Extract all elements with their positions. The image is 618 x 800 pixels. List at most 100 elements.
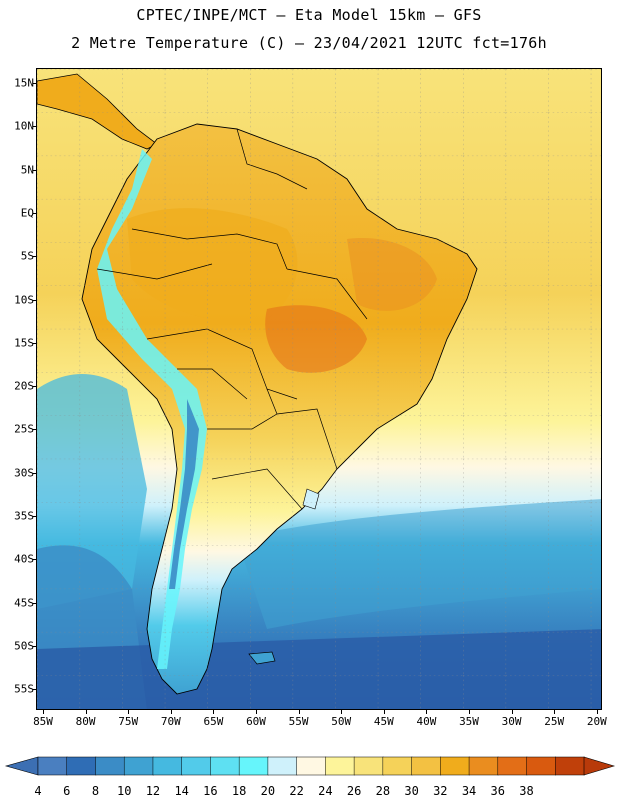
lon-tick: [298, 709, 300, 714]
lat-tick: [33, 429, 37, 431]
colorbar-swatch: [497, 756, 528, 776]
lon-tick: [341, 709, 343, 714]
lon-tick: [170, 709, 172, 714]
lat-tick: [33, 516, 37, 517]
lat-label-5n: 5N: [20, 163, 34, 177]
lon-label-60w: 60W: [246, 715, 266, 728]
lon-tick: [43, 709, 44, 714]
colorbar-swatch: [296, 756, 327, 776]
lat-tick: [33, 645, 37, 647]
lat-tick: [33, 559, 37, 561]
lon-label-75w: 75W: [118, 715, 139, 728]
lat-tick: [33, 212, 37, 214]
temperature-colorbar: [4, 756, 616, 776]
lat-label-20s: 20S: [14, 379, 34, 393]
colorbar-level-label: 6: [63, 784, 71, 798]
colorbar-level-label: 4: [34, 784, 42, 798]
colorbar-level-label: 12: [145, 784, 161, 798]
lon-tick: [554, 709, 556, 714]
lon-label-55w: 55W: [288, 715, 309, 728]
graticule: [37, 69, 601, 709]
colorbar-level-label: 38: [519, 784, 534, 798]
colorbar-swatch: [555, 756, 585, 776]
colorbar-level-label: 20: [260, 784, 276, 798]
colorbar-swatch: [440, 756, 470, 776]
colorbar-level-label: 8: [91, 784, 100, 798]
lat-label-50s: 50S: [14, 639, 34, 653]
colorbar-level-label: 32: [433, 784, 448, 798]
lon-label-30w: 30W: [501, 715, 522, 728]
colorbar-level-label: 26: [346, 784, 362, 798]
lat-tick: [33, 689, 37, 691]
colorbar-level-label: 22: [289, 784, 304, 798]
lon-tick: [383, 709, 385, 714]
colorbar-swatch: [123, 756, 154, 776]
lon-tick: [213, 709, 215, 714]
lon-label-20w: 20W: [586, 715, 607, 728]
colorbar-high-arrow: [583, 756, 616, 776]
lon-label-25w: 25W: [544, 715, 565, 728]
lon-label-85w: 85W: [33, 715, 53, 728]
colorbar-swatch: [468, 756, 499, 776]
lat-tick: [33, 256, 37, 258]
lat-label-55s: 55S: [14, 682, 34, 696]
lat-tick: [33, 386, 37, 388]
colorbar-level-label: 34: [461, 784, 477, 798]
lat-label-25s: 25S: [14, 422, 34, 436]
lat-label-5s: 5S: [20, 249, 34, 263]
map-title: CPTEC/INPE/MCT – Eta Model 15km – GFS: [136, 6, 482, 24]
lat-label-30s: 30S: [14, 466, 34, 480]
colorbar-level-label: 36: [490, 784, 506, 798]
lon-label-50w: 50W: [331, 715, 352, 728]
colorbar-swatch: [181, 756, 212, 776]
colorbar-low-arrow: [4, 756, 39, 776]
lon-tick: [85, 709, 87, 714]
temperature-map[interactable]: [37, 69, 602, 710]
colorbar-swatch: [238, 756, 269, 776]
colorbar-swatch: [210, 756, 240, 776]
colorbar-level-label: 16: [203, 784, 218, 798]
lon-tick: [469, 709, 470, 714]
map-panel[interactable]: [36, 68, 602, 710]
colorbar-swatch: [411, 756, 442, 776]
lon-tick: [511, 709, 513, 714]
colorbar-swatch: [66, 756, 97, 776]
colorbar-swatch: [382, 756, 413, 776]
lon-tick: [426, 709, 428, 714]
lon-label-40w: 40W: [416, 715, 437, 728]
lat-tick: [33, 169, 37, 171]
lon-tick: [256, 709, 257, 714]
lon-tick: [596, 709, 598, 714]
lat-label-10n: 10N: [14, 119, 34, 133]
lon-tick: [128, 709, 130, 714]
colorbar-swatch: [267, 756, 298, 776]
lat-label-10s: 10S: [14, 293, 34, 306]
lat-tick: [33, 299, 37, 301]
colorbar-swatch: [353, 756, 384, 776]
lat-tick: [33, 126, 37, 128]
lat-tick: [33, 472, 37, 474]
colorbar-level-label: 30: [404, 784, 419, 798]
lat-label-15s: 15S: [14, 336, 34, 350]
lon-label-80w: 80W: [75, 715, 96, 728]
lat-tick: [33, 83, 37, 84]
colorbar-swatch: [526, 756, 557, 776]
colorbar-level-label: 28: [375, 784, 391, 798]
lon-label-45w: 45W: [373, 715, 394, 728]
lat-label-40s: 40S: [14, 552, 34, 566]
colorbar-level-label: 14: [174, 784, 189, 798]
colorbar-level-label: 18: [231, 784, 247, 798]
lon-label-35w: 35W: [459, 715, 479, 728]
colorbar-swatch: [325, 756, 355, 776]
lat-label-15n: 15N: [14, 76, 34, 90]
lat-label-35s: 35S: [14, 509, 34, 523]
colorbar-level-label: 10: [116, 784, 132, 798]
colorbar-swatch: [95, 756, 125, 776]
lat-tick: [33, 602, 37, 604]
map-subtitle: 2 Metre Temperature (C) – 23/04/2021 12U…: [71, 34, 547, 52]
lon-label-65w: 65W: [203, 715, 224, 728]
colorbar-swatch: [152, 756, 183, 776]
lat-tick: [33, 342, 37, 344]
lon-label-70w: 70W: [160, 715, 181, 728]
colorbar-level-label: 24: [318, 784, 333, 798]
